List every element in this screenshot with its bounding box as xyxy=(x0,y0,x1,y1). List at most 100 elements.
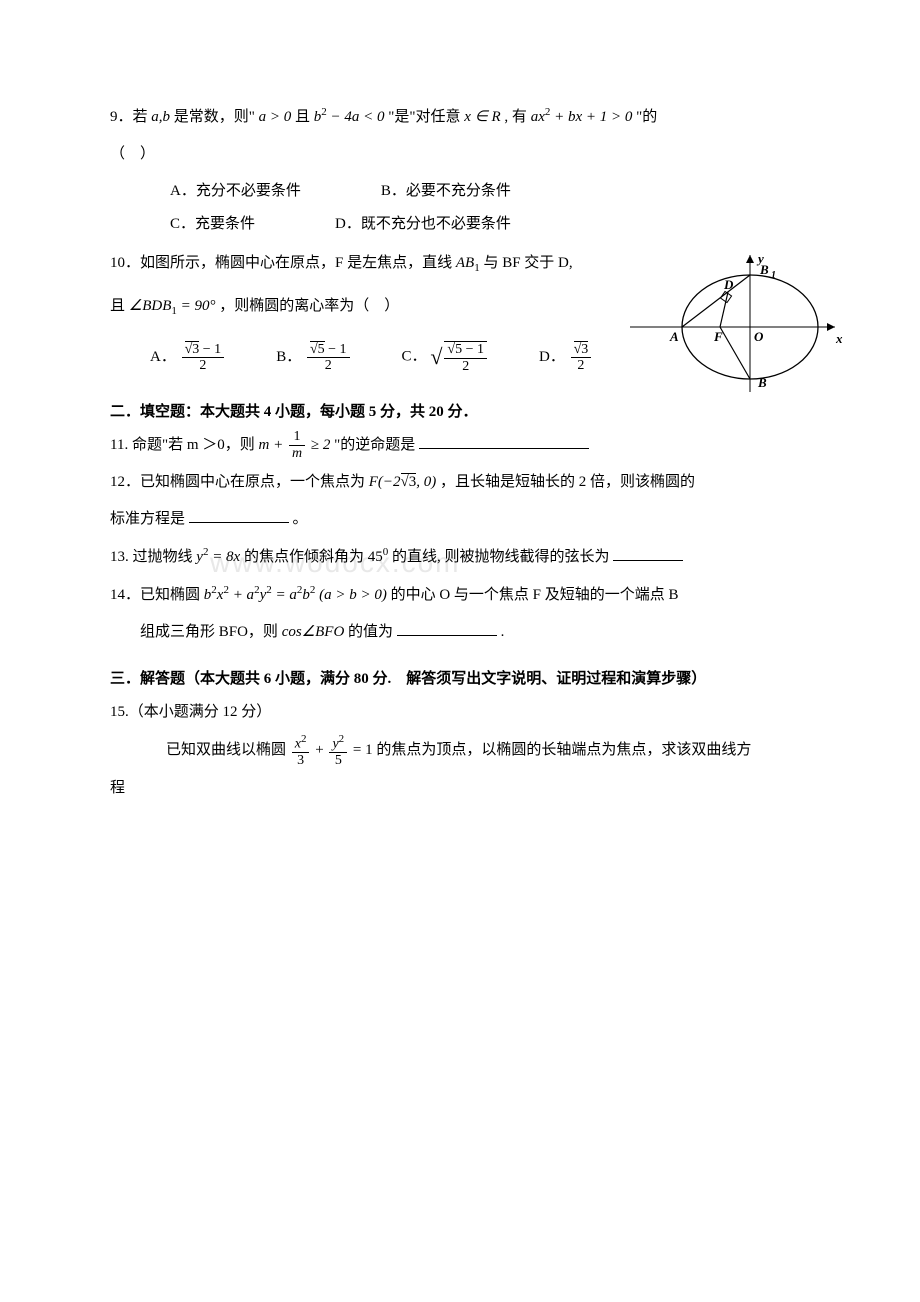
q11-frac-den: m xyxy=(292,446,302,461)
q9-cond3: − 4a < 0 xyxy=(327,109,385,125)
q9-stem-6: "的 xyxy=(636,109,657,125)
q10-optB-den: 2 xyxy=(307,358,350,373)
q13-stem-1: 13. 过抛物线 xyxy=(110,549,193,565)
q10-optD-frac: √3 2 xyxy=(571,342,592,374)
q13-stem-2: 的焦点作倾斜角为 xyxy=(244,549,364,565)
q15-frac1: x2 3 xyxy=(292,733,310,768)
q11-expr2: ≥ 2 xyxy=(311,437,330,453)
q14-mid: = a xyxy=(272,587,297,603)
q12-blank xyxy=(189,522,289,523)
q11-blank xyxy=(419,448,589,449)
q10-option-d: D． √3 2 xyxy=(539,341,593,374)
q10-optD-den: 2 xyxy=(571,358,592,373)
q10-optB-rest: − 1 xyxy=(325,342,347,357)
q10-angle: ∠BDB xyxy=(129,298,172,314)
q10-optA-frac: √3 − 1 2 xyxy=(182,342,225,374)
q13-eq-l: y xyxy=(196,549,203,565)
fig-label-b: B xyxy=(757,375,767,390)
q15-f1-den: 3 xyxy=(292,753,310,768)
q10-optB-frac: √5 − 1 2 xyxy=(307,342,350,374)
q15-frac2: y2 5 xyxy=(329,733,347,768)
q14-line1a: 14．已知椭圆 xyxy=(110,587,200,603)
question-9: 9．若 a,b 是常数，则" a > 0 且 b2 − 4a < 0 "是"对任… xyxy=(110,100,810,134)
q12-line1a: 12．已知椭圆中心在原点，一个焦点为 xyxy=(110,474,365,490)
q10-optD-sqrt: 3 xyxy=(581,342,588,357)
fig-label-o: O xyxy=(754,329,764,344)
q11-stem-2: "的逆命题是 xyxy=(334,437,415,453)
fig-label-b1-sub: 1 xyxy=(771,270,776,281)
q14-eq4: b xyxy=(302,587,310,603)
q12-focus1: F(−2 xyxy=(369,474,401,490)
q12-line1b: ，且长轴是短轴长的 2 倍，则该椭圆的 xyxy=(440,474,695,490)
q11-expr1: m + xyxy=(259,437,284,453)
q9-option-d: D．既不充分也不必要条件 xyxy=(335,208,511,241)
fig-label-a: A xyxy=(669,329,679,344)
q14-line1b: 的中心 O 与一个焦点 F 及短轴的一个端点 B xyxy=(391,587,679,603)
q9-options-row1: A．充分不必要条件 B．必要不充分条件 xyxy=(110,175,810,208)
q10-eq90: = 90° xyxy=(181,298,216,314)
q10-stem-1: 10．如图所示，椭圆中心在原点，F 是左焦点，直线 xyxy=(110,255,452,271)
q13-stem-3: 的直线, 则被抛物线截得的弦长为 xyxy=(392,549,610,565)
question-12: 12．已知椭圆中心在原点，一个焦点为 F(−2√3, 0) ，且长轴是短轴长的 … xyxy=(110,466,810,499)
q9-paren: （ ） xyxy=(110,138,810,171)
q10-option-c: C． √ √5 − 1 2 xyxy=(402,333,489,381)
q10-option-a: A． √3 − 1 2 xyxy=(150,341,226,374)
section-2-title: 二．填空题：本大题共 4 小题，每小题 5 分，共 20 分． xyxy=(110,396,810,429)
q15-f2-sup: 2 xyxy=(339,733,345,745)
q14-s6: 2 xyxy=(310,584,316,596)
q9-cond4: x ∈ R xyxy=(464,109,500,125)
question-13: 13. 过抛物线 y2 = 8x 的焦点作倾斜角为 450 的直线, 则被抛物线… xyxy=(110,540,810,574)
q12-line2: 标准方程是 。 xyxy=(110,503,810,536)
q14-cos: cos∠BFO xyxy=(282,624,345,640)
q10-optA-label: A． xyxy=(150,349,176,365)
q10-sub2: 1 xyxy=(171,305,177,317)
q9-var1: a,b xyxy=(151,109,170,125)
q14-blank xyxy=(397,635,497,636)
question-15-head: 15.（本小题满分 12 分） xyxy=(110,696,810,729)
q10-optD-label: D． xyxy=(539,349,565,365)
q10-sub1: 1 xyxy=(474,262,480,274)
q9-option-b: B．必要不充分条件 xyxy=(381,175,511,208)
q14-end: . xyxy=(501,624,505,640)
q15-eq1: = 1 xyxy=(353,742,373,758)
question-11: 11. 命题"若 m ＞0，则 m + 1 m ≥ 2 "的逆命题是 xyxy=(110,429,810,462)
q11-frac: 1 m xyxy=(289,429,305,461)
fig-label-b1: B xyxy=(759,262,769,277)
q14-plus1: + a xyxy=(229,587,254,603)
q12-line2-text: 标准方程是 xyxy=(110,511,185,527)
q10-optC-rest: − 1 xyxy=(462,342,484,357)
q9-stem-1: 9．若 xyxy=(110,109,148,125)
q10-line2-2: ，则椭圆的离心率为（ ） xyxy=(219,298,399,314)
q9-stem-2: 是常数，则" xyxy=(174,109,255,125)
q10-optA-rest: − 1 xyxy=(199,342,221,357)
q10-optC-frac: √5 − 1 2 xyxy=(444,341,487,374)
q14-line2a: 组成三角形 BFO，则 xyxy=(140,624,278,640)
q10-optB-label: B． xyxy=(276,349,301,365)
q9-expr1: ax xyxy=(531,109,545,125)
q9-expr2: + bx + 1 > 0 xyxy=(550,109,632,125)
q10-optB-sqrt: 5 xyxy=(318,342,325,357)
q9-option-a: A．充分不必要条件 xyxy=(170,175,301,208)
q15-line2a: 已知双曲线以椭圆 xyxy=(166,742,286,758)
q11-stem-1: 11. 命题"若 m ＞0，则 xyxy=(110,437,255,453)
q14-line2: 组成三角形 BFO，则 cos∠BFO 的值为 . xyxy=(110,616,810,649)
q10-ab1: AB xyxy=(456,255,474,271)
q13-angle-sup: 0 xyxy=(383,546,389,558)
q15-f2-den: 5 xyxy=(329,753,347,768)
q11-frac-num: 1 xyxy=(289,429,305,445)
question-10: y x B 1 D A F O B 10．如图所示，椭圆中心在原点，F 是左焦点… xyxy=(110,247,810,382)
q9-options-row2: C．充要条件 D．既不充分也不必要条件 xyxy=(110,208,810,241)
q13-blank xyxy=(613,560,683,561)
q9-stem-5: , 有 xyxy=(504,109,527,125)
q12-focus2: , 0) xyxy=(416,474,436,490)
q14-line2b: 的值为 xyxy=(348,624,393,640)
question-14: 14．已知椭圆 b2x2 + a2y2 = a2b2 (a > b > 0) 的… xyxy=(110,578,810,612)
q10-optA-den: 2 xyxy=(182,358,225,373)
q10-figure: y x B 1 D A F O B xyxy=(630,247,850,397)
fig-label-f: F xyxy=(713,329,723,344)
q9-cond1: a > 0 xyxy=(259,109,292,125)
q10-line2-1: 且 xyxy=(110,298,125,314)
q14-cond: (a > b > 0) xyxy=(319,587,387,603)
q15-f1-sup: 2 xyxy=(301,733,307,745)
q9-option-c: C．充要条件 xyxy=(170,208,255,241)
